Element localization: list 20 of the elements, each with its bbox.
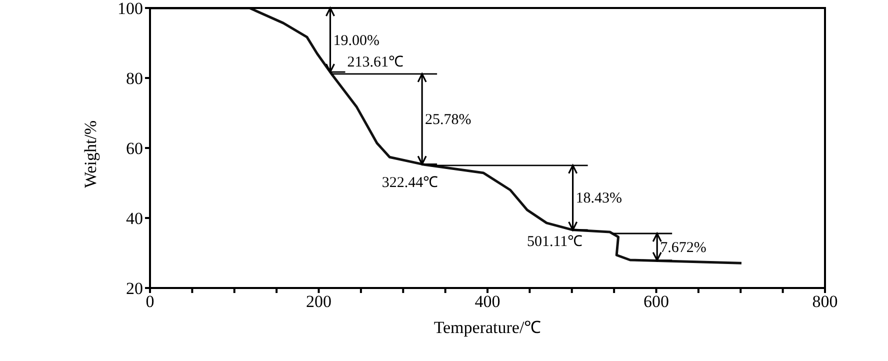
- y-tick-label: 20: [126, 279, 143, 298]
- x-tick-label: 0: [146, 292, 154, 312]
- x-axis-title: Temperature/℃: [434, 318, 542, 337]
- annotation: 18.43%: [576, 190, 622, 207]
- x-tick-label: 400: [474, 292, 500, 312]
- y-tick-label: 40: [126, 209, 143, 228]
- y-tick-label: 80: [126, 69, 143, 88]
- y-axis-title: Weight/%: [81, 120, 100, 188]
- annotation: 25.78%: [425, 112, 472, 128]
- y-tick-label: 60: [126, 139, 143, 158]
- annotation: 213.61℃: [347, 54, 404, 70]
- y-tick-label: 100: [118, 0, 143, 18]
- annotation: 19.00%: [333, 33, 380, 50]
- annotation: 7.672%: [660, 240, 706, 256]
- x-tick-label: 200: [306, 292, 332, 312]
- line-series: [150, 8, 743, 264]
- x-tick-label: 800: [812, 292, 838, 312]
- annotation: 322.44℃: [382, 174, 438, 191]
- x-tick-label: 600: [644, 292, 669, 312]
- annotation: 501.11℃: [526, 234, 583, 250]
